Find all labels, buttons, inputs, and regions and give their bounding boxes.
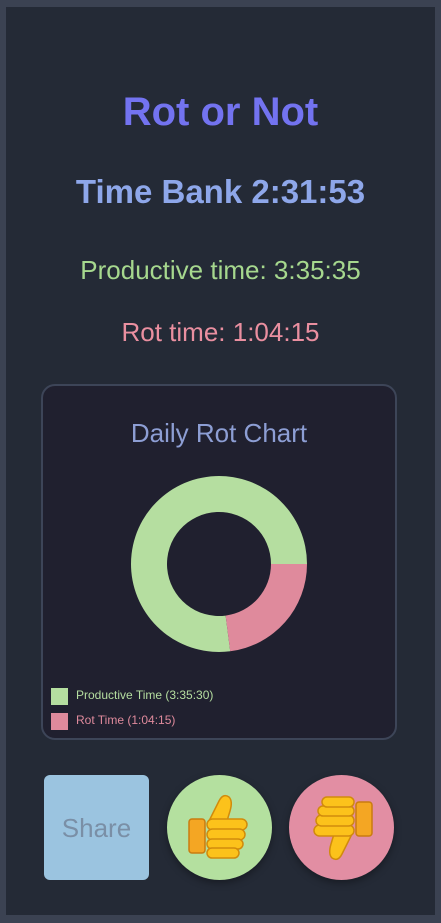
chart-card: Daily Rot Chart Productive Time (3:35:30… <box>41 384 397 740</box>
donut-chart <box>131 476 307 652</box>
chart-title: Daily Rot Chart <box>130 418 308 448</box>
thumbs-up-icon <box>188 794 248 859</box>
slice-rot <box>225 563 307 652</box>
legend-label: Rot Time (1:04:15) <box>76 713 176 727</box>
thumbs-down-button[interactable] <box>289 775 394 880</box>
rot-time-label: Rot time: 1:04:15 <box>121 317 320 347</box>
thumbs-up-button[interactable] <box>167 775 272 880</box>
slice-productive <box>131 476 307 652</box>
thumbs-down-icon <box>313 796 373 861</box>
app-title: Rot or Not <box>122 90 319 134</box>
time-bank-label: Time Bank 2:31:53 <box>75 173 366 210</box>
legend-swatch <box>51 713 68 730</box>
productive-time-label: Productive time: 3:35:35 <box>80 255 361 285</box>
legend-label: Productive Time (3:35:30) <box>76 688 214 702</box>
share-button[interactable]: Share <box>44 775 149 880</box>
legend-swatch <box>51 688 68 705</box>
